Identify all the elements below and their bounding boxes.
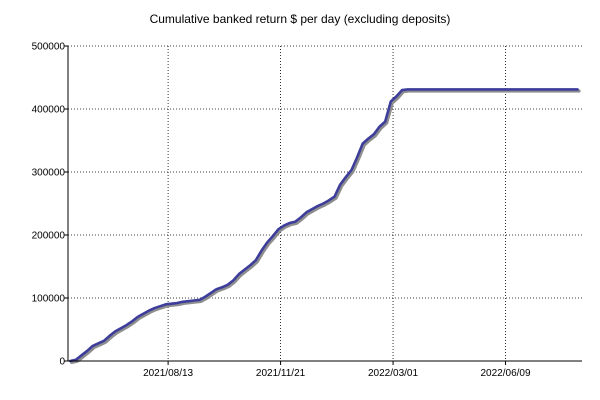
x-axis-ticks: 2021/08/13 2021/11/21 2022/03/01 2022/06/09 bbox=[143, 361, 531, 379]
y-axis-ticks: 0 100000 200000 300000 400000 500000 bbox=[32, 42, 68, 368]
x-tick-label: 2022/03/01 bbox=[368, 368, 418, 379]
series-line-shadow bbox=[70, 89, 581, 365]
x-tick-label: 2022/06/09 bbox=[480, 368, 530, 379]
y-tick-label: 200000 bbox=[32, 231, 66, 242]
x-tick-label: 2021/08/13 bbox=[143, 368, 193, 379]
y-tick-label: 0 bbox=[59, 357, 65, 368]
y-tick-label: 100000 bbox=[32, 294, 66, 305]
y-tick-label: 400000 bbox=[32, 105, 66, 116]
x-tick-label: 2021/11/21 bbox=[256, 368, 306, 379]
y-tick-label: 300000 bbox=[32, 168, 66, 179]
chart-title: Cumulative banked return $ per day (excl… bbox=[150, 12, 451, 26]
series-line bbox=[68, 88, 579, 363]
y-tick-label: 500000 bbox=[32, 42, 66, 53]
axes bbox=[67, 46, 582, 362]
series-layer bbox=[68, 88, 581, 365]
